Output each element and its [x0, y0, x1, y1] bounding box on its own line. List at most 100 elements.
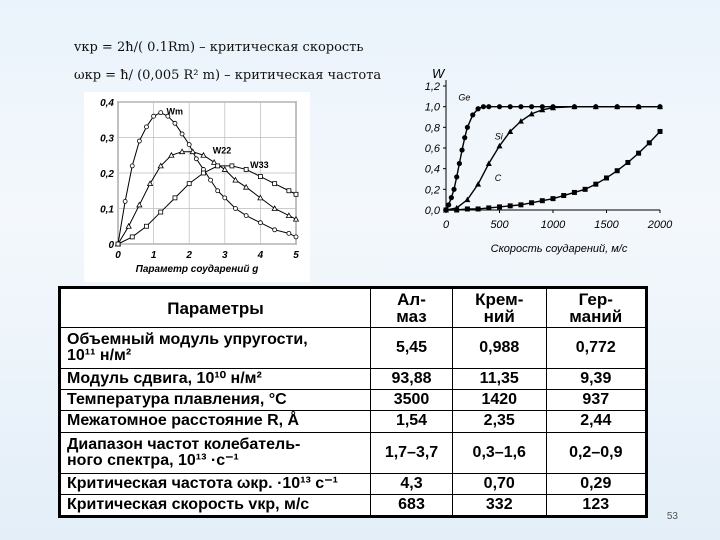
- table-header-row: Параметры Ал- маз Крем- ний Гер- маний: [59, 288, 647, 328]
- data-point: [646, 140, 652, 146]
- data-point: [636, 150, 642, 156]
- y-tick-label: 0,4: [100, 98, 114, 109]
- x-tick-label: 3: [222, 250, 228, 261]
- y-tick-label: 1,0: [425, 102, 441, 114]
- row-param-name: Критическая частота ωкр. ·10¹³ с⁻¹: [59, 472, 372, 495]
- data-point: [292, 215, 300, 222]
- data-point: [136, 138, 142, 144]
- data-point: [115, 241, 121, 247]
- y-tick-label: 0,6: [425, 143, 441, 155]
- data-point: [158, 110, 164, 116]
- data-point: [462, 135, 468, 141]
- y-tick-label: 0,2: [100, 169, 114, 180]
- table-row: Объемный модуль упругости, 10¹¹ н/м² 5,45…: [59, 326, 647, 370]
- data-point: [286, 230, 292, 236]
- data-point: [146, 180, 154, 187]
- data-point: [625, 159, 631, 165]
- row-value: 9,39: [545, 368, 647, 391]
- y-tick-label: 0,0: [425, 205, 441, 217]
- data-point: [496, 104, 503, 110]
- row-value: 0,772: [545, 326, 647, 370]
- x-tick-label: 4: [257, 250, 264, 261]
- data-point: [179, 131, 185, 137]
- data-point: [286, 188, 292, 194]
- data-point: [507, 203, 513, 209]
- data-point: [257, 194, 264, 201]
- chart-collision-parameter: 0 1 2 3 4 5 0 0,1 0,2 0,3 0,4 Wm W22 W33 Параметр соуд…: [84, 92, 310, 282]
- data-point: [178, 148, 186, 155]
- chart-collision-velocity: 0,0 0,2 0,4 0,6 0,8 1,0 1,2 0 500 1000 1500 2000 W Ск…: [398, 64, 682, 260]
- parameters-table: Параметры Ал- маз Крем- ний Гер- маний О…: [58, 286, 648, 518]
- row-param-name: Объемный модуль упругости, 10¹¹ н/м²: [59, 326, 372, 370]
- data-point: [125, 222, 132, 229]
- y-tick-label: 0,8: [425, 122, 441, 134]
- row-value: 4,3: [370, 472, 453, 495]
- data-point: [517, 118, 524, 124]
- row-value: 11,35: [451, 368, 547, 391]
- data-point: [480, 104, 487, 110]
- data-point: [222, 195, 228, 201]
- data-point: [448, 195, 454, 201]
- data-point: [144, 223, 149, 229]
- data-point: [507, 128, 514, 134]
- y-tick-label: 0,1: [100, 205, 114, 216]
- y-tick-label: 0,2: [425, 184, 440, 196]
- data-point: [446, 202, 452, 208]
- data-point: [592, 103, 599, 110]
- data-point: [475, 206, 481, 212]
- data-point: [475, 106, 481, 112]
- data-point: [518, 104, 524, 110]
- series-label: W33: [250, 160, 269, 170]
- data-point: [443, 207, 449, 213]
- data-point: [454, 174, 460, 180]
- data-point: [539, 198, 545, 204]
- row-value: 937: [545, 389, 647, 412]
- data-point: [242, 183, 250, 190]
- data-point: [271, 205, 278, 211]
- x-tick-label: 2000: [647, 219, 673, 231]
- x-tick-label: 5: [293, 250, 299, 261]
- row-value: 2,44: [545, 410, 647, 433]
- data-point: [208, 177, 213, 183]
- data-point: [233, 206, 238, 211]
- data-point: [657, 103, 663, 110]
- data-point: [582, 186, 588, 192]
- data-point: [571, 189, 577, 195]
- row-param-name: Диапазон частот колебатель- ного спектра…: [59, 431, 372, 474]
- header-parameters: Параметры: [59, 288, 372, 328]
- data-point: [221, 166, 228, 172]
- row-value: 1,7–3,7: [370, 431, 453, 474]
- row-value: 0,70: [451, 472, 547, 495]
- data-point: [485, 160, 492, 166]
- table-row: Модуль сдвига, 10¹⁰ н/м² 93,88 11,35 9,39: [59, 368, 647, 391]
- row-param-name: Критическая скорость vкр, м/с: [59, 493, 372, 517]
- table-row: Критическая скорость vкр, м/с 683 332 123: [59, 493, 647, 517]
- row-value: 0,29: [545, 472, 647, 495]
- data-point: [486, 205, 492, 211]
- data-point: [604, 175, 609, 181]
- row-value: 123: [545, 493, 647, 517]
- data-point: [571, 103, 578, 110]
- data-point: [454, 207, 460, 213]
- data-point: [593, 181, 599, 187]
- data-point: [451, 186, 457, 192]
- y-tick-label: 1,2: [425, 81, 440, 93]
- data-point: [215, 163, 221, 169]
- x-tick-label: 0: [443, 219, 450, 231]
- x-tick-label: 1000: [541, 219, 566, 231]
- data-point: [464, 206, 470, 212]
- series-line-Si: [445, 105, 660, 211]
- data-point: [470, 112, 476, 118]
- table-row: Диапазон частот колебатель- ного спектра…: [59, 431, 647, 474]
- x-axis-label: Скорость соударений, м/с: [491, 243, 628, 255]
- table-row: Межатомное расстояние R, Å 1,54 2,35 2,44: [59, 410, 647, 433]
- x-tick-label: 0: [115, 250, 121, 261]
- data-point: [257, 220, 263, 226]
- data-point: [165, 113, 171, 119]
- row-value: 3500: [370, 389, 453, 412]
- data-point: [158, 209, 164, 215]
- row-value: 1420: [451, 389, 547, 412]
- series-label: W22: [213, 146, 232, 156]
- x-tick-label: 1: [151, 250, 157, 261]
- header-silicon: Крем- ний: [451, 288, 547, 328]
